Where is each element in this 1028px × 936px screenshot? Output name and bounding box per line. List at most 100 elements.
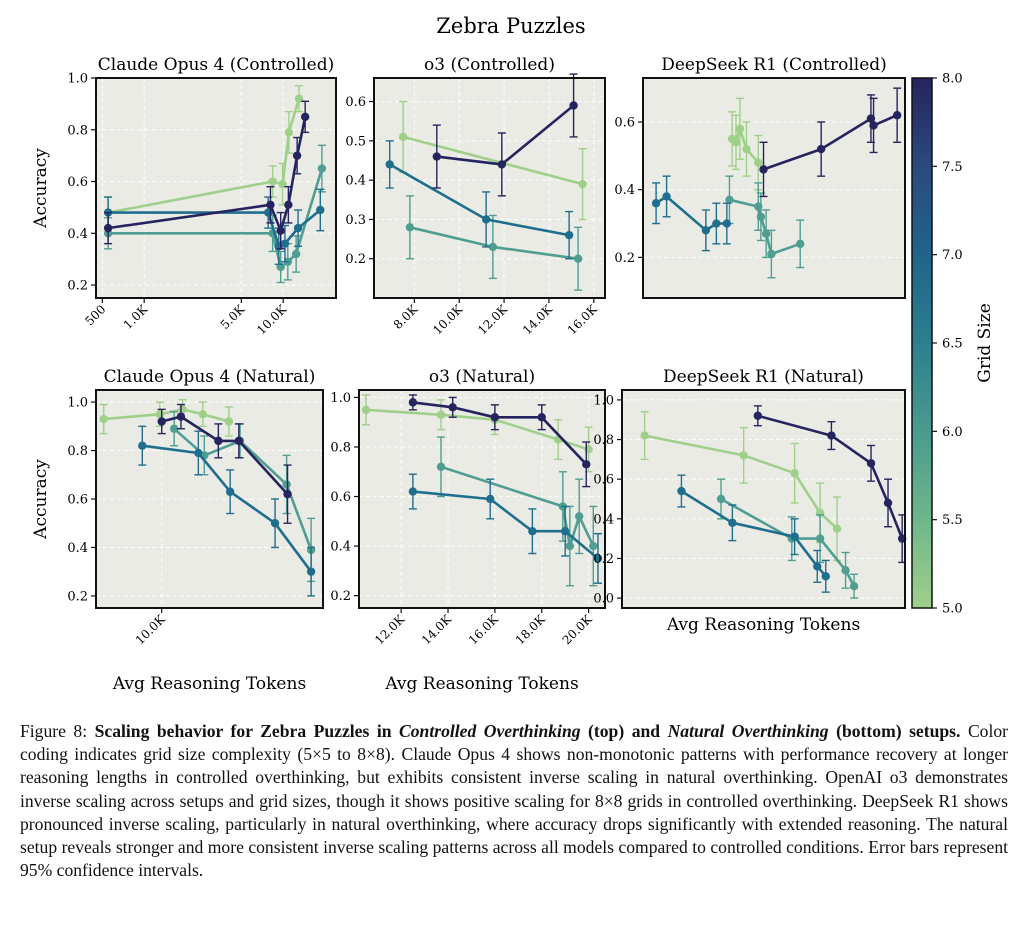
data-point bbox=[436, 410, 446, 419]
caption-italic-controlled: Controlled Overthinking bbox=[399, 721, 581, 741]
data-point bbox=[662, 192, 671, 201]
data-point bbox=[569, 101, 578, 110]
panel-title: o3 (Natural) bbox=[429, 367, 535, 387]
data-point bbox=[537, 413, 546, 422]
data-point bbox=[405, 223, 415, 232]
data-point bbox=[827, 431, 836, 440]
series-grid-6 bbox=[405, 195, 583, 291]
x-tick-label: 10.0K bbox=[254, 301, 290, 337]
y-tick-label: 1.0 bbox=[67, 396, 88, 411]
panel-title: Claude Opus 4 (Natural) bbox=[104, 367, 316, 387]
caption-bold-lead: Scaling behavior for Zebra Puzzles in bbox=[94, 721, 392, 741]
x-tick-label: 5.0K bbox=[218, 301, 248, 331]
series-grid-6 bbox=[716, 478, 859, 599]
data-point bbox=[432, 152, 441, 161]
data-point bbox=[214, 436, 223, 446]
panel-2: DeepSeek R1 (Controlled) 0.2 0.4 0.6 bbox=[614, 55, 906, 299]
data-point bbox=[292, 151, 302, 160]
data-point bbox=[486, 494, 495, 504]
y-tick-label: 0.6 bbox=[614, 116, 635, 131]
data-point bbox=[735, 124, 745, 133]
data-point bbox=[99, 414, 108, 424]
data-point bbox=[849, 582, 859, 591]
y-tick-label: 0.5 bbox=[345, 134, 366, 149]
data-point bbox=[578, 179, 587, 189]
panel-3: Claude Opus 4 (Natural) 0.2 0.4 0.6 0.8 1.0 10… bbox=[31, 367, 324, 694]
x-tick-label: 20.0K bbox=[560, 611, 596, 647]
data-point bbox=[753, 411, 763, 420]
data-point bbox=[408, 398, 418, 407]
data-point bbox=[701, 226, 711, 235]
data-point bbox=[316, 205, 325, 215]
colorbar-tick-label: 7.5 bbox=[942, 160, 963, 175]
data-point bbox=[361, 405, 371, 415]
y-tick-label: 0.6 bbox=[345, 95, 366, 110]
x-tick-label: 1.0K bbox=[121, 301, 151, 331]
data-point bbox=[832, 524, 842, 533]
y-tick-label: 0.2 bbox=[614, 251, 635, 266]
figure-caption: Figure 8: Scaling behavior for Zebra Puz… bbox=[20, 720, 1008, 882]
x-tick-label: 10.0K bbox=[133, 611, 169, 647]
data-point bbox=[198, 410, 208, 419]
colorbar-tick-label: 6.5 bbox=[942, 337, 963, 352]
data-point bbox=[731, 138, 741, 147]
data-point bbox=[796, 239, 805, 249]
data-point bbox=[883, 498, 893, 508]
plot-background bbox=[374, 78, 605, 298]
data-point bbox=[178, 405, 187, 414]
plot-frame bbox=[95, 389, 324, 609]
data-point bbox=[103, 223, 113, 233]
data-point bbox=[816, 144, 826, 154]
colorbar-label: Grid Size bbox=[975, 303, 995, 383]
data-point bbox=[398, 132, 408, 142]
panel-title: o3 (Controlled) bbox=[424, 55, 555, 75]
data-point bbox=[270, 519, 280, 528]
data-point bbox=[408, 487, 418, 496]
data-point bbox=[759, 165, 768, 174]
y-tick-label: 0.8 bbox=[330, 440, 351, 455]
panel-0: Claude Opus 4 (Controlled) 0.2 0.4 0.6 0.8 1.… bbox=[31, 55, 337, 337]
plot-frame bbox=[358, 389, 606, 609]
data-point bbox=[573, 254, 583, 263]
data-point bbox=[490, 413, 500, 422]
data-point bbox=[283, 489, 292, 499]
x-tick-label: 12.0K bbox=[475, 301, 511, 337]
series-grid-7 bbox=[651, 175, 732, 252]
data-point bbox=[481, 215, 491, 224]
panel-5: DeepSeek R1 (Natural) 0.0 0.2 0.4 0.6 0.8 1.0 A… bbox=[593, 367, 907, 635]
y-tick-label: 0.2 bbox=[67, 279, 88, 294]
series-grid-8 bbox=[103, 100, 310, 250]
data-point bbox=[790, 469, 799, 478]
y-tick-label: 0.4 bbox=[67, 541, 88, 556]
data-point bbox=[276, 226, 285, 235]
y-tick-label: 0.6 bbox=[593, 473, 614, 488]
data-point bbox=[677, 486, 686, 496]
data-point bbox=[138, 441, 147, 450]
y-tick-label: 1.0 bbox=[330, 391, 351, 406]
series-grid-8 bbox=[432, 73, 578, 197]
series-grid-7 bbox=[408, 473, 603, 584]
y-tick-label: 0.4 bbox=[345, 174, 366, 189]
data-point bbox=[640, 431, 649, 440]
data-point bbox=[742, 144, 751, 154]
series-line bbox=[107, 116, 307, 232]
caption-italic-natural: Natural Overthinking bbox=[667, 721, 829, 741]
x-tick-label: 8.0K bbox=[391, 301, 421, 331]
series-grid-8 bbox=[759, 87, 902, 198]
plot-frame bbox=[373, 77, 606, 299]
x-tick-label: 12.0K bbox=[372, 611, 408, 647]
y-tick-label: 0.2 bbox=[67, 589, 88, 604]
series-line bbox=[729, 198, 801, 256]
data-point bbox=[291, 249, 301, 259]
data-point bbox=[821, 572, 830, 581]
series-grid-8 bbox=[753, 405, 907, 564]
data-point bbox=[725, 195, 734, 205]
data-point bbox=[841, 566, 850, 575]
plot-frame bbox=[95, 77, 337, 299]
x-axis-label: Avg Reasoning Tokens bbox=[112, 674, 306, 694]
data-point bbox=[436, 462, 446, 471]
figure-canvas: Zebra Puzzles Claude Opus 4 (Controlled)… bbox=[31, 14, 995, 694]
plot-frame bbox=[642, 77, 906, 299]
y-axis-label: Accuracy bbox=[31, 459, 51, 540]
series-grid-7 bbox=[138, 425, 316, 597]
